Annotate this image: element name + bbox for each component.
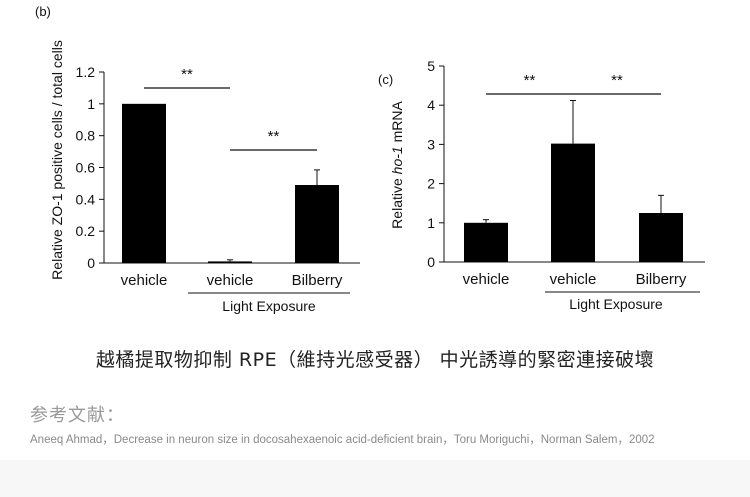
y-tick-label-b: 0.8 (76, 128, 96, 144)
figure-panels: (b) Relative ZO-1 positive cells / total… (35, 4, 705, 314)
significance-b: ** ** (144, 66, 317, 151)
x-tick-label-c-1: vehicle (550, 271, 597, 288)
y-tick-label-b: 0 (87, 255, 95, 271)
bar-c-2 (639, 213, 683, 262)
panel-label-b: (b) (35, 4, 51, 19)
footer-band (0, 460, 750, 497)
significance-label-c-0: ** (524, 72, 536, 89)
bar-c-1 (551, 143, 595, 262)
x-labels-b: vehicle vehicle Bilberry (121, 272, 343, 289)
y-axis-label-c: Relative ho-1 mRNA (389, 101, 405, 229)
y-axis-label-b: Relative ZO-1 positive cells / total cel… (49, 40, 65, 280)
bar-b-1 (208, 261, 252, 263)
y-tick-label-c: 1 (427, 215, 435, 231)
bar-b-2 (295, 185, 339, 263)
y-tick-label-c: 3 (427, 136, 435, 152)
y-tick-label-c: 4 (427, 97, 435, 113)
significance-label-c-1: ** (611, 72, 623, 89)
x-labels-c: vehicle vehicle Bilberry (463, 271, 687, 288)
x-tick-label-b-2: Bilberry (292, 272, 343, 289)
bars-c (464, 99, 683, 262)
y-ticks-c: 0 1 2 3 4 5 (427, 58, 444, 270)
panel-label-c: (c) (378, 72, 393, 87)
significance-label-b-1: ** (268, 128, 280, 145)
y-tick-label-b: 0.4 (76, 191, 96, 207)
y-tick-label-c: 2 (427, 176, 435, 192)
significance-label-b-0: ** (181, 66, 193, 83)
y-tick-label-b: 1.2 (76, 64, 96, 80)
y-tick-label-c: 5 (427, 58, 435, 74)
reference-citation: Aneeq Ahmad，Decrease in neuron size in d… (30, 434, 655, 446)
group-label-c: Light Exposure (569, 296, 663, 312)
x-tick-label-c-0: vehicle (463, 271, 510, 288)
x-tick-label-b-1: vehicle (207, 272, 254, 289)
y-tick-label-c: 0 (427, 254, 435, 270)
chart-panel-b: (b) Relative ZO-1 positive cells / total… (35, 4, 360, 314)
bars-b (122, 103, 339, 263)
group-label-b: Light Exposure (222, 298, 316, 314)
y-ticks-b: 0 0.2 0.4 0.6 0.8 1 1.2 (76, 64, 104, 271)
x-tick-label-b-0: vehicle (121, 272, 168, 289)
bar-c-0 (464, 222, 508, 262)
y-tick-label-b: 0.2 (76, 223, 96, 239)
bar-b-0 (122, 103, 166, 263)
y-tick-label-b: 1 (87, 96, 95, 112)
figure-caption: 越橘提取物抑制 RPE（維持光感受器） 中光誘導的緊密連接破壞 (95, 349, 655, 371)
y-tick-label-b: 0.6 (76, 160, 96, 176)
x-tick-label-c-2: Bilberry (636, 271, 687, 288)
references-heading: 参考文献： (30, 405, 125, 426)
significance-c: ** ** (486, 72, 661, 95)
